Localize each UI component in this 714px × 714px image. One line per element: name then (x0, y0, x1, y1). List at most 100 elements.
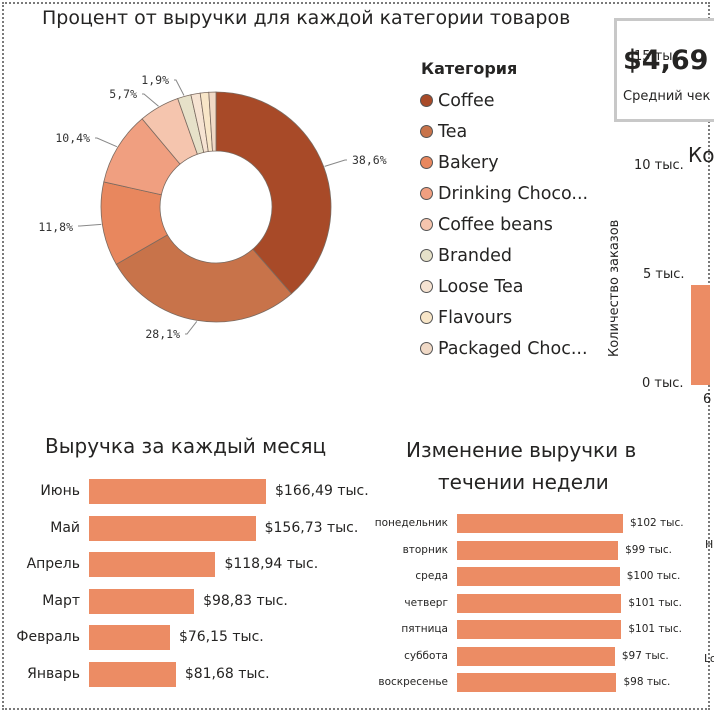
monthly-value-label: $98,83 тыс. (203, 592, 288, 609)
kpi-label: Средний чек (623, 89, 711, 104)
legend-label: Tea (438, 121, 468, 142)
legend-item[interactable]: Loose Tea (421, 271, 588, 302)
monthly-value-label: $76,15 тыс. (178, 629, 264, 646)
monthly-category-label: Май (50, 519, 80, 536)
weekly-value-label: $100 тыс. (626, 570, 681, 582)
legend: Coffee Tea Bakery Drinking Choco... Coffee b… (421, 85, 588, 364)
weekly-value-label: $97 тыс. (621, 649, 669, 662)
donut-slice-packaged-choc (208, 91, 217, 152)
edge-label-lo: Lo (704, 652, 714, 665)
weekly-bar (457, 540, 619, 560)
monthly-bar (89, 515, 256, 541)
donut-data-label: 38,6% (352, 153, 387, 167)
donut-title: Процент от выручки для каждой категории … (42, 7, 571, 29)
donut-slice-tea (115, 234, 293, 323)
weekly-value-label: $101 тыс. (628, 623, 682, 635)
weekly-bar (457, 646, 615, 666)
monthly-value-label: $118,94 тыс. (224, 556, 319, 573)
legend-item[interactable]: Tea (421, 116, 588, 147)
legend-item[interactable]: Bakery (421, 147, 588, 178)
monthly-category-label: Июнь (40, 483, 80, 499)
donut-data-label: 10,4% (55, 131, 90, 145)
orders-xtick: 6 (703, 392, 712, 407)
monthly-category-label: Февраль (16, 629, 80, 646)
legend-label: Coffee (438, 90, 495, 111)
monthly-title: Выручка за каждый месяц (45, 434, 327, 458)
legend-item[interactable]: Flavours (421, 302, 588, 333)
donut-leader-line (142, 93, 159, 107)
legend-item[interactable]: Branded (421, 240, 588, 271)
monthly-bar (89, 479, 266, 504)
monthly-value-label: $81,68 тыс. (184, 666, 270, 682)
legend-label: Coffee beans (438, 214, 553, 235)
kpi-card: $4,69 Средний чек (614, 18, 714, 122)
legend-item[interactable]: Coffee (421, 85, 588, 116)
legend-label: Packaged Choc... (438, 338, 588, 359)
weekly-bar (457, 514, 623, 533)
donut-leader-line (95, 137, 118, 148)
donut-leader-line (78, 223, 102, 227)
monthly-category-label: Январь (27, 666, 80, 682)
orders-ytick: 15 тыс. (634, 49, 684, 64)
legend-title: Категория (421, 59, 518, 78)
weekly-title-line2: течении недели (438, 470, 609, 494)
donut-chart: 38,6% 28,1% 11,8% 10,4% 5,7% 1,9% (38, 73, 387, 341)
weekly-bar (457, 567, 620, 586)
weekly-bar (457, 593, 622, 613)
legend-swatch-icon (421, 157, 432, 168)
legend-item[interactable]: Coffee beans (421, 209, 588, 240)
monthly-category-label: Апрель (26, 556, 80, 573)
donut-slice-coffee (215, 91, 332, 295)
donut-data-label: 28,1% (145, 327, 180, 341)
orders-ytick: 0 тыс. (642, 376, 684, 391)
legend-swatch-icon (421, 188, 432, 199)
weekly-category-label: понедельник (374, 517, 448, 529)
weekly-value-label: $99 тыс. (625, 543, 673, 556)
weekly-value-label: $101 тыс. (628, 596, 682, 609)
donut-data-label: 11,8% (38, 220, 73, 234)
weekly-bar (457, 673, 617, 692)
weekly-value-label: $102 тыс. (630, 517, 684, 529)
orders-ylabel: Количество заказов (607, 219, 622, 357)
legend-label: Drinking Choco... (438, 183, 589, 204)
weekly-title-line1: Изменение выручки в (406, 438, 637, 462)
monthly-category-label: Март (42, 592, 80, 609)
orders-title: Ко (688, 143, 714, 167)
orders-ytick: 10 тыс. (634, 158, 684, 173)
legend-item[interactable]: Drinking Choco... (421, 178, 588, 209)
orders-bar (691, 284, 710, 385)
donut-data-label: 1,9% (141, 73, 169, 87)
legend-swatch-icon (421, 343, 432, 354)
orders-ytick: 5 тыс. (643, 267, 685, 282)
weekly-category-label: среда (415, 570, 448, 582)
monthly-value-label: $156,73 тыс. (264, 519, 359, 536)
legend-swatch-icon (421, 95, 432, 106)
legend-swatch-icon (421, 281, 432, 292)
weekly-category-label: пятница (401, 623, 448, 635)
donut-leader-line (324, 159, 347, 167)
legend-swatch-icon (421, 219, 432, 230)
monthly-bar (89, 552, 216, 578)
donut-leader-line (185, 321, 198, 335)
legend-label: Loose Tea (438, 276, 524, 297)
monthly-value-label: $166,49 тыс. (275, 483, 369, 499)
monthly-bar (89, 588, 195, 614)
legend-swatch-icon (421, 250, 432, 261)
weekly-category-label: воскресенье (378, 676, 448, 688)
weekly-category-label: суббота (404, 649, 448, 662)
weekly-value-label: $98 тыс. (623, 676, 671, 688)
monthly-bar (89, 662, 176, 687)
legend-label: Bakery (438, 152, 499, 173)
edge-label-h: Н (705, 538, 714, 551)
monthly-bar (89, 625, 170, 651)
donut-leader-line (174, 79, 185, 96)
legend-label: Flavours (438, 307, 513, 328)
legend-item[interactable]: Packaged Choc... (421, 333, 588, 364)
legend-swatch-icon (421, 312, 432, 323)
legend-swatch-icon (421, 126, 432, 137)
donut-data-label: 5,7% (109, 87, 137, 101)
weekly-category-label: вторник (402, 543, 448, 556)
kpi-value: $4,69 (623, 45, 709, 76)
weekly-bar (457, 620, 622, 639)
weekly-category-label: четверг (404, 596, 448, 609)
